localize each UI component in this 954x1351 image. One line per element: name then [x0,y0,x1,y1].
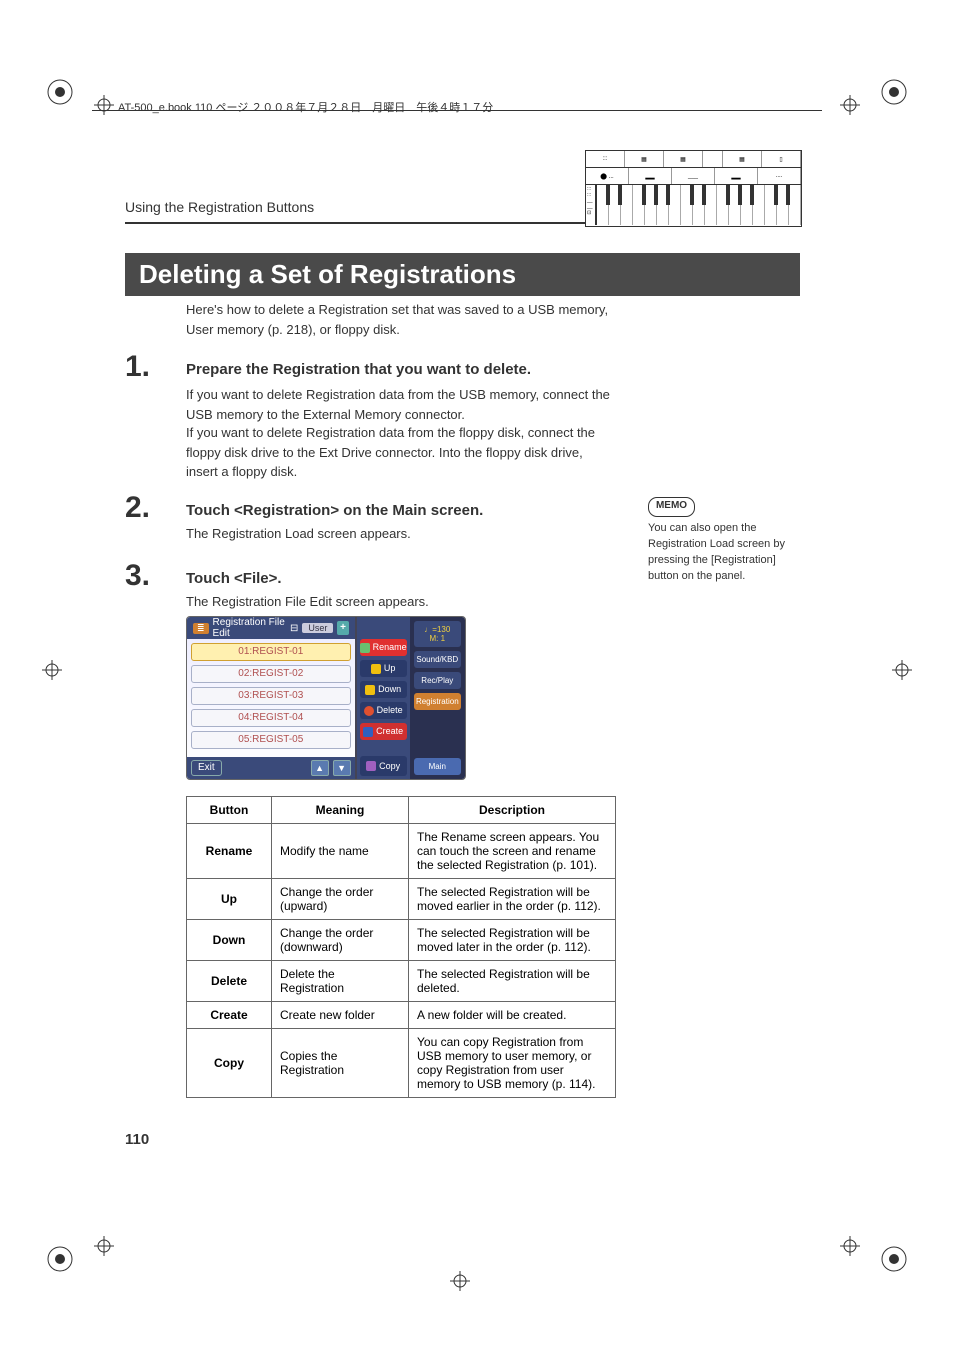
crop-mark-bottom-left [40,1239,80,1279]
table-cell-description: The selected Registration will be moved … [409,879,616,920]
table-cell-meaning: Create new folder [272,1002,409,1029]
book-header-line: AT-500_e.book 110 ページ ２００８年７月２８日 月曜日 午後４… [118,99,493,115]
keyboard-panel-diagram: :::▦▦ ▦▯ ⬤ ...▂▂___▂▂.... ::: :::__ __⊡ [585,150,802,227]
step-2-body: The Registration Load screen appears. [186,524,616,544]
table-cell-description: The selected Registration will be moved … [409,920,616,961]
reg-mark-bottom-right-inner [840,1236,860,1256]
table-cell-button: Delete [187,961,272,1002]
screen-title-icon: ≣ [193,623,209,634]
table-cell-description: The selected Registration will be delete… [409,961,616,1002]
screen-sound-kbd-button: Sound/KBD [414,651,461,668]
screen-main-button: Main [414,758,461,775]
reg-list-row: 04:REGIST-04 [191,709,351,727]
table-cell-description: The Rename screen appears. You can touch… [409,824,616,879]
screen-rec-play-button: Rec/Play [414,672,461,689]
button-reference-table: Button Meaning Description RenameModify … [186,796,616,1098]
crop-mark-top-left [40,72,80,112]
screen-title: Registration File Edit [213,617,286,639]
table-cell-description: A new folder will be created. [409,1002,616,1029]
table-header: Description [409,797,616,824]
screen-rename-button: Rename [360,639,407,656]
screen-copy-button: Copy [360,756,407,776]
screen-delete-button: Delete [360,702,407,719]
table-cell-button: Rename [187,824,272,879]
step-1-number: 1. [125,350,150,384]
screen-registration-button: Registration [414,693,461,710]
table-cell-meaning: Modify the name [272,824,409,879]
reg-mark-left-mid [42,660,62,680]
table-cell-button: Down [187,920,272,961]
table-cell-meaning: Copies the Registration [272,1029,409,1098]
table-cell-button: Copy [187,1029,272,1098]
table-cell-meaning: Change the order (downward) [272,920,409,961]
screen-down-arrow-icon: ▼ [333,760,351,776]
reg-mark-bottom-center [450,1271,470,1291]
step-3-body: The Registration File Edit screen appear… [186,592,616,612]
memo-text: You can also open the Registration Load … [648,522,785,582]
screen-plus-icon: + [337,621,348,635]
reg-mark-right-mid [892,660,912,680]
table-cell-description: You can copy Registration from USB memor… [409,1029,616,1098]
table-cell-meaning: Change the order (upward) [272,879,409,920]
main-heading: Deleting a Set of Registrations [125,253,800,296]
header-rule [92,110,822,111]
reg-mark-top-right-inner [840,95,860,115]
page-number: 110 [125,1131,149,1148]
table-cell-button: Create [187,1002,272,1029]
memo-icon: MEMO [648,497,695,517]
screen-tempo-display: ♩=130 M: 1 [414,621,461,647]
intro-text: Here's how to delete a Registration set … [186,300,616,339]
step-2-number: 2. [125,491,150,525]
crop-mark-bottom-right [874,1239,914,1279]
screen-title-extra-icon: ⊟ [290,623,298,634]
registration-file-edit-screenshot: ≣ Registration File Edit ⊟ User + 01:REG… [186,616,466,780]
reg-mark-bottom-left-inner [94,1236,114,1256]
step-2-heading: Touch <Registration> on the Main screen. [186,502,483,519]
table-cell-button: Up [187,879,272,920]
crop-mark-top-right [874,72,914,112]
step-3-number: 3. [125,559,150,593]
reg-list-row: 05:REGIST-05 [191,731,351,749]
step-1-heading: Prepare the Registration that you want t… [186,361,531,378]
screen-up-arrow-icon: ▲ [311,760,329,776]
table-cell-meaning: Delete the Registration [272,961,409,1002]
step-1-body-a: If you want to delete Registration data … [186,385,616,424]
table-header: Button [187,797,272,824]
section-title: Using the Registration Buttons [125,199,314,215]
reg-list-row: 02:REGIST-02 [191,665,351,683]
reg-list-row: 03:REGIST-03 [191,687,351,705]
screen-down-button: Down [360,681,407,698]
screen-user-tag: User [302,623,333,633]
screen-exit-button: Exit [191,760,222,776]
table-header: Meaning [272,797,409,824]
reg-mark-top-left-inner [94,95,114,115]
screen-create-button: Create [360,723,407,740]
step-3-heading: Touch <File>. [186,570,282,587]
step-1-body-b: If you want to delete Registration data … [186,423,616,482]
screen-up-button: Up [360,660,407,677]
reg-list-row: 01:REGIST-01 [191,643,351,661]
memo-sidebar: MEMO You can also open the Registration … [648,497,798,585]
section-underline [125,222,625,224]
